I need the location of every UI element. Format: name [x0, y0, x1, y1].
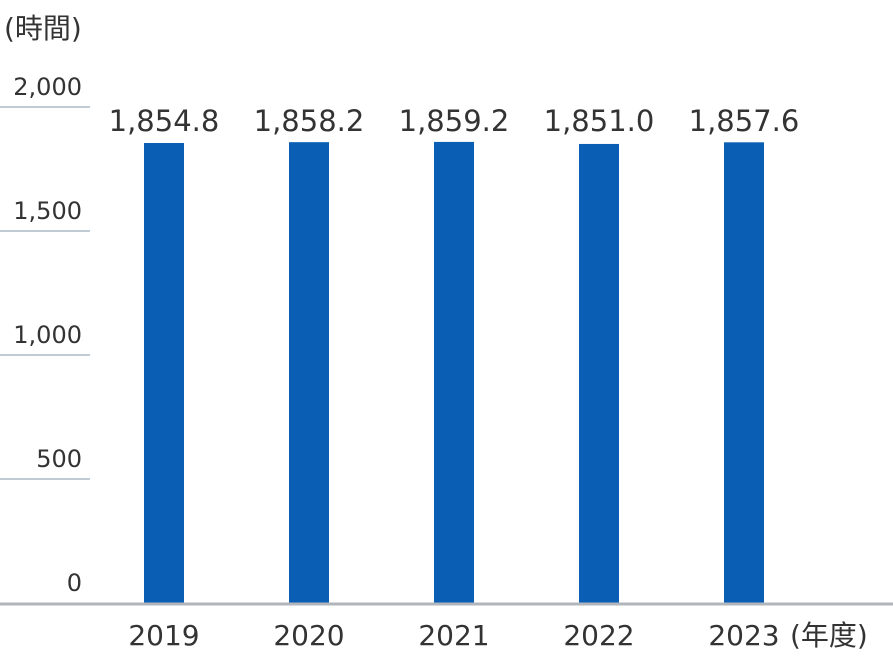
bars: [144, 141, 764, 604]
data-label-2023: 1,857.6: [689, 104, 800, 138]
y-tick-label: 500: [36, 445, 82, 473]
x-axis: 2019 2020 2021 2022 2023: [0, 602, 893, 652]
data-labels: 1,854.8 1,858.2 1,859.2 1,851.0 1,857.6: [109, 104, 800, 138]
data-label-2022: 1,851.0: [544, 104, 655, 138]
bar-2021: [434, 141, 474, 603]
x-tick-label-2022: 2022: [563, 619, 634, 652]
y-axis: 0 500 1,000 1,500 2,000: [0, 73, 90, 597]
bar-2020: [289, 142, 329, 604]
y-axis-label: (時間): [4, 12, 82, 45]
y-tick-label: 1,500: [13, 197, 82, 225]
bar-2023: [724, 142, 764, 604]
data-label-2021: 1,859.2: [399, 104, 510, 138]
x-axis-unit-label: (年度): [790, 619, 868, 652]
y-tick-label: 0: [67, 569, 82, 597]
bar-2022: [579, 143, 619, 603]
x-tick-label-2021: 2021: [418, 619, 489, 652]
data-label-2019: 1,854.8: [109, 104, 220, 138]
bar-2019: [144, 143, 184, 604]
x-tick-label-2023: 2023: [708, 619, 779, 652]
y-tick-label: 1,000: [13, 321, 82, 349]
y-tick-label: 2,000: [13, 73, 82, 101]
x-tick-label-2020: 2020: [273, 619, 344, 652]
data-label-2020: 1,858.2: [254, 104, 365, 138]
x-tick-label-2019: 2019: [128, 619, 199, 652]
